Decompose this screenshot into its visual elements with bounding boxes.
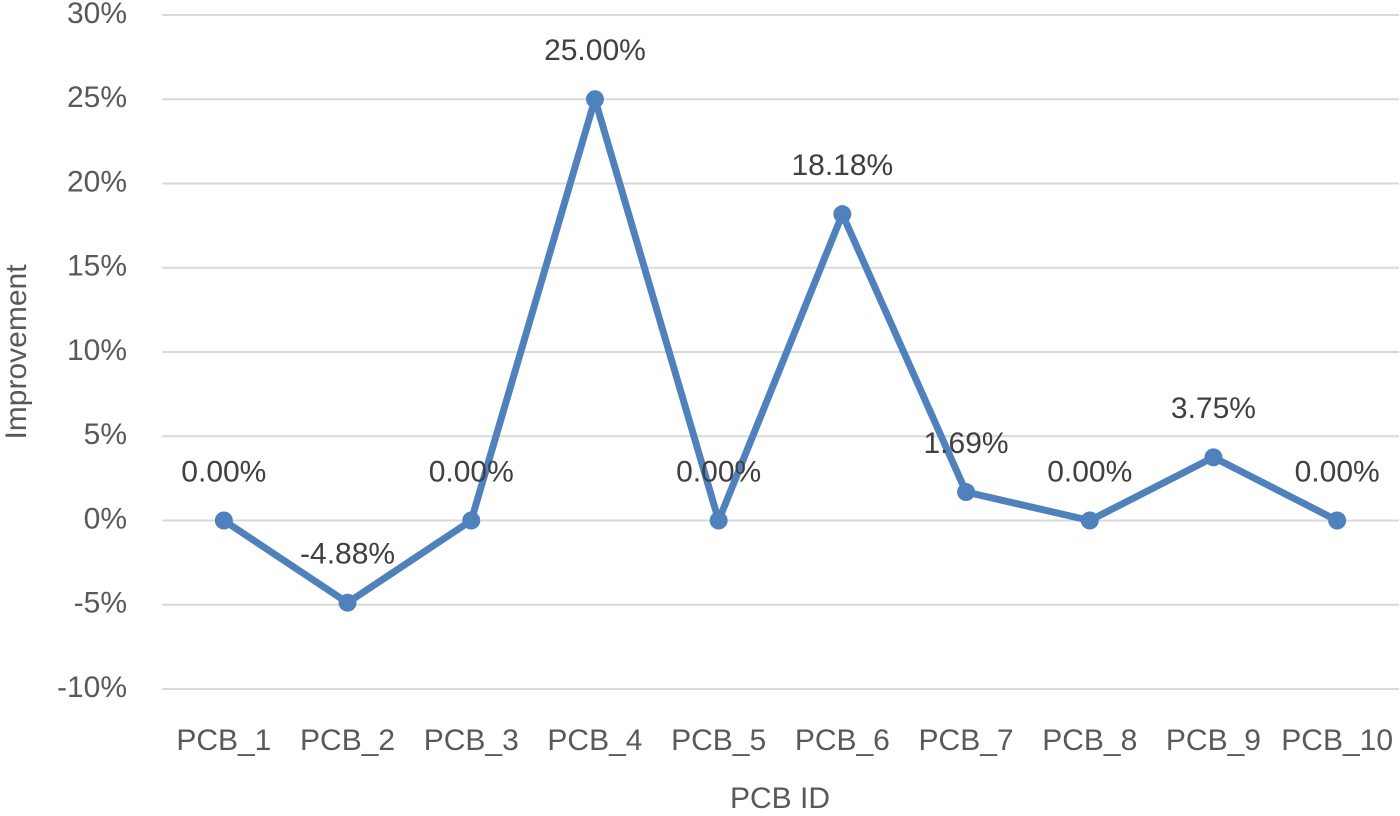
y-tick-label: 25% <box>67 81 127 114</box>
data-point <box>214 511 233 530</box>
data-point <box>709 511 728 530</box>
data-point <box>338 593 357 612</box>
x-tick-label: PCB_9 <box>1166 724 1261 757</box>
data-point <box>833 205 852 224</box>
y-tick-label: -5% <box>74 587 127 620</box>
data-point <box>1204 448 1223 467</box>
data-point <box>1328 511 1347 530</box>
x-tick-label: PCB_5 <box>671 724 766 757</box>
x-tick-label: PCB_2 <box>300 724 395 757</box>
data-point <box>957 483 976 502</box>
x-tick-label: PCB_10 <box>1281 724 1393 757</box>
y-tick-label: 20% <box>67 165 127 198</box>
y-tick-label: 10% <box>67 334 127 367</box>
y-axis-title: Improvement <box>0 264 33 440</box>
data-label: 1.69% <box>924 427 1009 460</box>
x-tick-label: PCB_3 <box>424 724 519 757</box>
y-tick-label: 0% <box>84 502 127 535</box>
data-label: 3.75% <box>1171 392 1256 425</box>
data-label: 0.00% <box>676 455 761 488</box>
x-tick-label: PCB_6 <box>795 724 890 757</box>
y-tick-label: -10% <box>57 671 127 704</box>
x-tick-label: PCB_7 <box>919 724 1014 757</box>
data-label: 0.00% <box>1295 455 1380 488</box>
x-tick-label: PCB_4 <box>547 724 642 757</box>
data-line <box>221 95 1339 607</box>
x-axis-title: PCB ID <box>730 782 830 815</box>
data-point <box>462 511 481 530</box>
x-tick-label: PCB_8 <box>1042 724 1137 757</box>
data-point <box>1080 511 1099 530</box>
data-label: 0.00% <box>181 455 266 488</box>
data-point <box>585 90 604 109</box>
data-label: 0.00% <box>1047 455 1132 488</box>
y-tick-label: 15% <box>67 250 127 283</box>
y-tick-label: 5% <box>84 418 127 451</box>
data-label: 25.00% <box>544 34 646 67</box>
y-tick-label: 30% <box>67 0 127 30</box>
x-tick-label: PCB_1 <box>176 724 271 757</box>
data-label: 0.00% <box>429 455 514 488</box>
data-label: 18.18% <box>791 149 893 182</box>
data-label: -4.88% <box>300 538 395 571</box>
